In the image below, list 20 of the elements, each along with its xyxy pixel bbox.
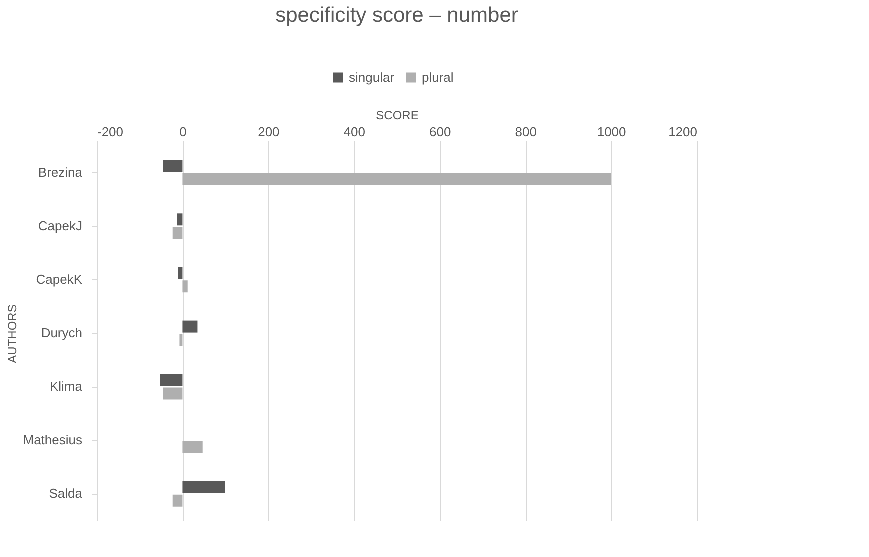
x-tick-label: 400 — [344, 124, 366, 140]
y-tick-label: Mathesius — [23, 432, 83, 448]
y-tick-label: Klima — [50, 379, 84, 394]
y-tick-label: Durych — [41, 326, 82, 340]
x-tick-label: 800 — [515, 124, 537, 140]
x-tick-label: 1200 — [668, 124, 698, 140]
x-axis-title: SCORE — [376, 108, 419, 122]
y-tick-label: CapekJ — [38, 218, 82, 234]
y-tick-label: CapekK — [36, 272, 83, 287]
legend-label: plural — [422, 70, 454, 85]
y-tick-label: Brezina — [38, 164, 84, 180]
x-tick-label: 200 — [258, 124, 280, 140]
chart-title: specificity score – number — [276, 4, 518, 27]
x-tick-label: 600 — [430, 124, 452, 140]
x-tick-label: 1000 — [597, 124, 626, 140]
legend-label: singular — [349, 70, 396, 85]
y-tick-label: Salda — [49, 486, 84, 502]
x-tick-label: 0 — [180, 124, 187, 140]
y-axis-title: AUTHORS — [5, 304, 20, 364]
x-tick-label: -200 — [98, 124, 124, 140]
